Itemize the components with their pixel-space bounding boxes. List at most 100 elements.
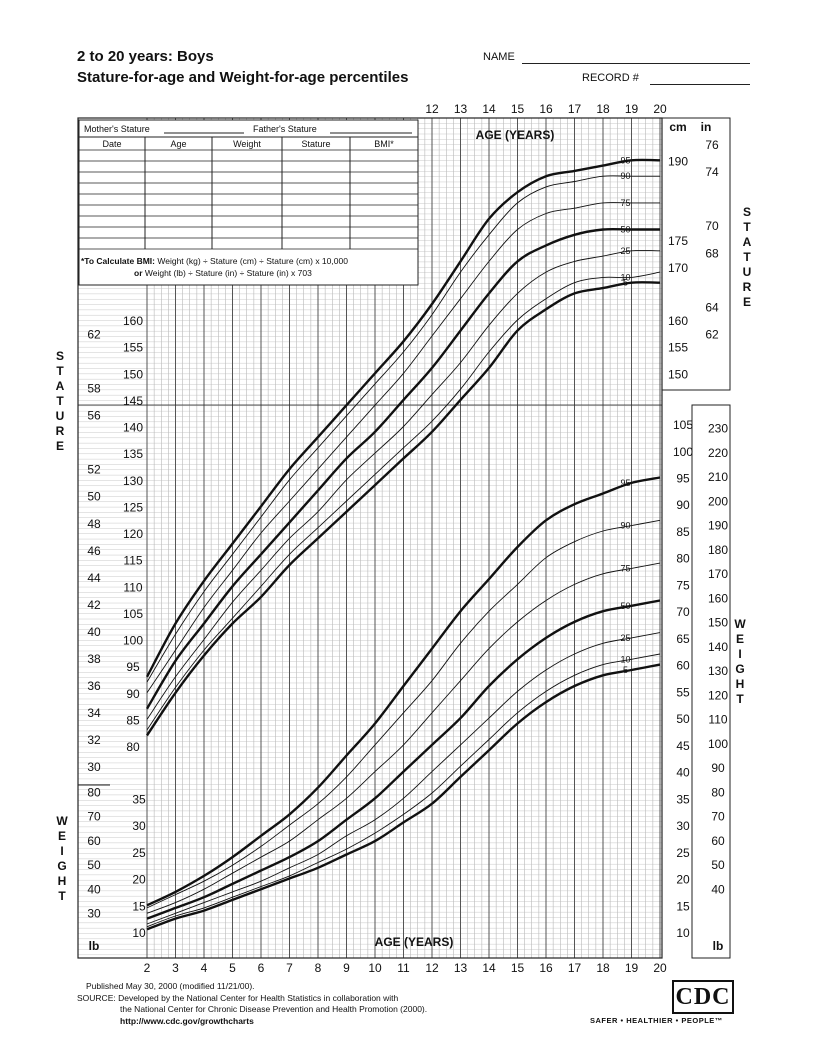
y-tick-in-right: 64 bbox=[705, 300, 719, 314]
weight-right-scale bbox=[691, 404, 731, 959]
cdc-logo: CDC bbox=[672, 980, 734, 1014]
y-tick-kg-right: 85 bbox=[676, 525, 690, 539]
y-tick-lb-left: 30 bbox=[87, 907, 101, 921]
weight-curve-p5 bbox=[146, 663, 661, 931]
x-tick-bottom: 11 bbox=[397, 961, 410, 975]
y-tick-cm-left: 85 bbox=[126, 713, 140, 727]
y-tick-lb-left: 50 bbox=[87, 858, 101, 872]
y-tick-cm-left: 145 bbox=[123, 394, 143, 408]
y-tick-in-left: 40 bbox=[87, 625, 101, 639]
y-tick-lb-right: 70 bbox=[711, 810, 725, 824]
y-tick-cm-left: 110 bbox=[123, 580, 142, 594]
x-tick-top: 16 bbox=[539, 102, 553, 116]
weight-curve-p10 bbox=[146, 653, 661, 928]
y-tick-kg-right: 35 bbox=[676, 792, 690, 806]
x-tick-top: 12 bbox=[425, 102, 439, 116]
y-tick-in-left: 36 bbox=[87, 679, 101, 693]
stature-curve-p90 bbox=[146, 175, 660, 683]
x-tick-bottom: 7 bbox=[286, 961, 293, 975]
y-tick-cm-right: 150 bbox=[668, 367, 688, 381]
x-tick-bottom: 3 bbox=[172, 961, 179, 975]
x-tick-bottom: 13 bbox=[454, 961, 468, 975]
y-tick-kg-right: 50 bbox=[676, 712, 690, 726]
y-tick-lb-right: 160 bbox=[708, 591, 728, 605]
weight-label-p75: 75 bbox=[620, 563, 630, 573]
stature-label-p10: 10 bbox=[620, 272, 630, 282]
y-tick-lb-right: 230 bbox=[708, 422, 728, 436]
x-tick-top: 15 bbox=[511, 102, 525, 116]
x-tick-top: 18 bbox=[596, 102, 610, 116]
y-tick-lb-right: 100 bbox=[708, 737, 728, 751]
y-tick-lb-right: 80 bbox=[711, 785, 725, 799]
weight-label-p10: 10 bbox=[620, 654, 630, 664]
weight-label-p90: 90 bbox=[620, 521, 630, 531]
y-tick-kg-left: 35 bbox=[132, 792, 146, 806]
record-input[interactable] bbox=[650, 84, 750, 85]
y-tick-kg-right: 15 bbox=[676, 899, 690, 913]
y-tick-cm-left: 160 bbox=[123, 314, 143, 328]
x-tick-bottom: 4 bbox=[201, 961, 208, 975]
y-tick-cm-left: 90 bbox=[126, 687, 140, 701]
y-tick-in-left: 58 bbox=[87, 382, 101, 396]
y-tick-cm-left: 125 bbox=[123, 500, 143, 514]
stature-curve-p10 bbox=[146, 271, 661, 731]
y-tick-in-left: 42 bbox=[87, 598, 101, 612]
y-tick-lb-left: 40 bbox=[87, 882, 101, 896]
y-tick-cm-right: 190 bbox=[668, 154, 688, 168]
y-tick-in-right: 76 bbox=[705, 138, 719, 152]
y-tick-in-right: 68 bbox=[705, 246, 719, 260]
y-tick-kg-right: 65 bbox=[676, 632, 690, 646]
y-tick-kg-right: 80 bbox=[676, 552, 690, 566]
weight-unit-lb-left: lb bbox=[89, 939, 100, 953]
stature-curve-p75 bbox=[146, 202, 660, 694]
stature-right-scale bbox=[661, 117, 731, 391]
y-tick-in-right: 62 bbox=[705, 327, 719, 341]
x-tick-top: 13 bbox=[454, 102, 468, 116]
stature-label-p75: 75 bbox=[620, 198, 630, 208]
x-tick-top: 19 bbox=[625, 102, 639, 116]
y-tick-in-left: 44 bbox=[87, 571, 101, 585]
y-tick-lb-left: 60 bbox=[87, 834, 101, 848]
y-tick-lb-right: 210 bbox=[708, 470, 728, 484]
y-tick-in-left: 56 bbox=[87, 409, 101, 423]
y-tick-in-left: 62 bbox=[87, 327, 101, 341]
weight-unit-lb-right: lb bbox=[713, 939, 724, 953]
stature-axis-title: AGE (YEARS) bbox=[476, 128, 555, 142]
y-tick-lb-right: 140 bbox=[708, 640, 728, 654]
y-tick-lb-right: 130 bbox=[708, 664, 728, 678]
stature-label-p90: 90 bbox=[620, 171, 630, 181]
y-tick-kg-right: 30 bbox=[676, 819, 690, 833]
name-input[interactable] bbox=[522, 63, 750, 64]
x-tick-bottom: 17 bbox=[568, 961, 582, 975]
stature-curve-p25 bbox=[146, 249, 661, 720]
weight-label-p5: 5 bbox=[623, 665, 628, 675]
father-stature-label: Father's Stature bbox=[253, 124, 317, 134]
published-note: Published May 30, 2000 (modified 11/21/0… bbox=[86, 981, 255, 991]
name-label: NAME bbox=[483, 51, 515, 63]
x-tick-bottom: 8 bbox=[315, 961, 322, 975]
y-tick-kg-left: 20 bbox=[132, 873, 146, 887]
y-tick-kg-right: 25 bbox=[676, 846, 690, 860]
y-tick-kg-left: 30 bbox=[132, 819, 146, 833]
y-tick-cm-left: 105 bbox=[123, 607, 143, 621]
x-tick-bottom: 19 bbox=[625, 961, 639, 975]
table-header-weight: Weight bbox=[233, 139, 261, 149]
y-tick-kg-right: 60 bbox=[676, 659, 690, 673]
source-url[interactable]: http://www.cdc.gov/growthcharts bbox=[120, 1016, 254, 1026]
x-tick-bottom: 5 bbox=[229, 961, 236, 975]
y-tick-kg-left: 25 bbox=[132, 846, 146, 860]
y-tick-kg-right: 95 bbox=[676, 472, 690, 486]
y-tick-kg-right: 40 bbox=[676, 766, 690, 780]
weight-curve-p75 bbox=[146, 562, 661, 914]
x-tick-bottom: 14 bbox=[482, 961, 496, 975]
stature-unit-in: in bbox=[701, 120, 712, 134]
chart-border bbox=[77, 117, 663, 959]
y-tick-cm-right: 175 bbox=[668, 234, 688, 248]
y-tick-in-right: 74 bbox=[705, 165, 719, 179]
y-tick-in-left: 50 bbox=[87, 490, 101, 504]
x-tick-bottom: 15 bbox=[511, 961, 525, 975]
y-tick-lb-left: 80 bbox=[87, 785, 101, 799]
